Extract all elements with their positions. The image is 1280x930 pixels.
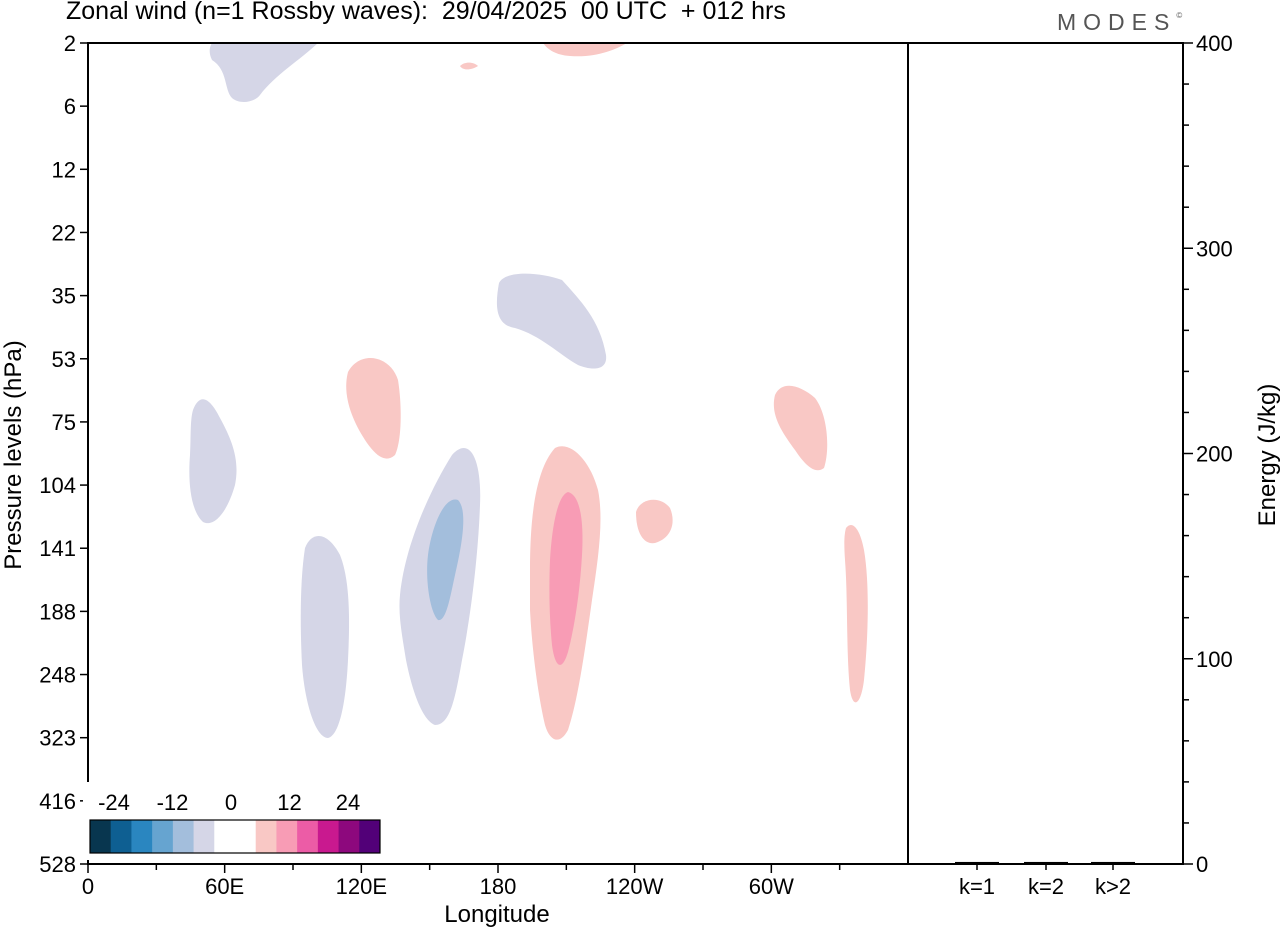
colorbar-tick-label: -12 (157, 790, 189, 815)
y-tick-label: 248 (39, 663, 76, 688)
y-tick-label: 141 (39, 536, 76, 561)
colorbar-swatch (317, 820, 340, 853)
colorbar-swatch (338, 820, 360, 853)
energy-bars (955, 861, 1135, 864)
colorbar-swatch (255, 820, 277, 853)
x-tick-label: 0 (82, 874, 94, 899)
y-tick-label: 35 (52, 284, 76, 309)
energy-bar (1091, 861, 1135, 864)
x-tick-label: 120W (606, 874, 664, 899)
energy-bar (955, 861, 999, 864)
colorbar-swatch (172, 820, 195, 853)
energy-category-axis: k=1 k=2 k>2 (959, 864, 1131, 899)
colorbar-frame (89, 819, 381, 854)
x-tick-label: 180 (480, 874, 517, 899)
x-axis: 0 60E 120E 180 120W 60W (82, 864, 841, 899)
brand-name: MODES (1057, 9, 1177, 35)
colorbar-swatch (90, 820, 112, 853)
contour-region (636, 499, 673, 544)
colorbar-swatch (214, 820, 236, 853)
colorbar-tick-label: 0 (225, 790, 237, 815)
energy-category-label: k=1 (959, 874, 995, 899)
contour-region (844, 524, 868, 703)
energy-tick-label: 300 (1196, 236, 1233, 261)
y-tick-label: 528 (39, 852, 76, 877)
y-tick-label: 104 (39, 473, 76, 498)
contour-region (346, 358, 401, 459)
energy-axis-title: Energy (J/kg) (1254, 384, 1280, 527)
energy-tick-label: 200 (1196, 442, 1233, 467)
colorbar-tick-label: 24 (336, 790, 360, 815)
colorbar-tick-label: 12 (277, 790, 301, 815)
contour-region (189, 399, 237, 524)
y-tick-label: 22 (52, 220, 76, 245)
y-tick-label: 6 (64, 94, 76, 119)
energy-tick-label: 0 (1196, 852, 1208, 877)
contour-region (543, 43, 627, 57)
colorbar-swatch (276, 820, 298, 853)
energy-category-label: k>2 (1095, 874, 1131, 899)
brand-logo: MODES© (1057, 9, 1182, 36)
energy-bar (1024, 861, 1068, 864)
contour-region (300, 535, 350, 738)
y-tick-label: 416 (39, 789, 76, 814)
contour-region (549, 492, 583, 665)
energy-axis: 0 100 200 300 400 (1183, 31, 1233, 877)
y-tick-label: 12 (52, 157, 76, 182)
x-tick-label: 60E (205, 874, 244, 899)
x-axis-title: Longitude (444, 901, 549, 928)
x-tick-label: 120E (336, 874, 387, 899)
energy-panel-frame (907, 42, 1184, 865)
y-tick-label: 2 (64, 31, 76, 56)
energy-category-label: k=2 (1028, 874, 1064, 899)
contour-region (427, 499, 464, 621)
contour-regions (189, 43, 868, 740)
x-tick-label: 60W (749, 874, 794, 899)
contour-region (460, 62, 478, 70)
energy-tick-label: 400 (1196, 31, 1233, 56)
y-tick-label: 188 (39, 599, 76, 624)
brand-mark: © (1176, 11, 1183, 20)
y-axis-title: Pressure levels (hPa) (0, 340, 27, 569)
colorbar-swatch (359, 820, 381, 853)
energy-tick-label: 100 (1196, 647, 1233, 672)
contour-region (496, 273, 607, 369)
y-axis: 2 6 12 22 35 53 75 104 141 188 248 323 416 528 (39, 31, 88, 877)
chart-title: Zonal wind (n=1 Rossby waves): 29/04/202… (66, 0, 786, 25)
colorbar-swatch (152, 820, 174, 853)
colorbar-swatch (235, 820, 257, 853)
colorbar-tick-label: -24 (98, 790, 130, 815)
colorbar: -24 -12 0 12 24 (83, 782, 388, 860)
colorbar-swatch (193, 820, 215, 853)
colorbar-swatch (110, 820, 132, 853)
y-tick-label: 323 (39, 726, 76, 751)
contour-region (209, 43, 318, 102)
colorbar-swatch (297, 820, 319, 853)
y-tick-label: 75 (52, 410, 76, 435)
contour-region (773, 385, 828, 471)
colorbar-swatch (131, 820, 153, 853)
y-tick-label: 53 (52, 347, 76, 372)
